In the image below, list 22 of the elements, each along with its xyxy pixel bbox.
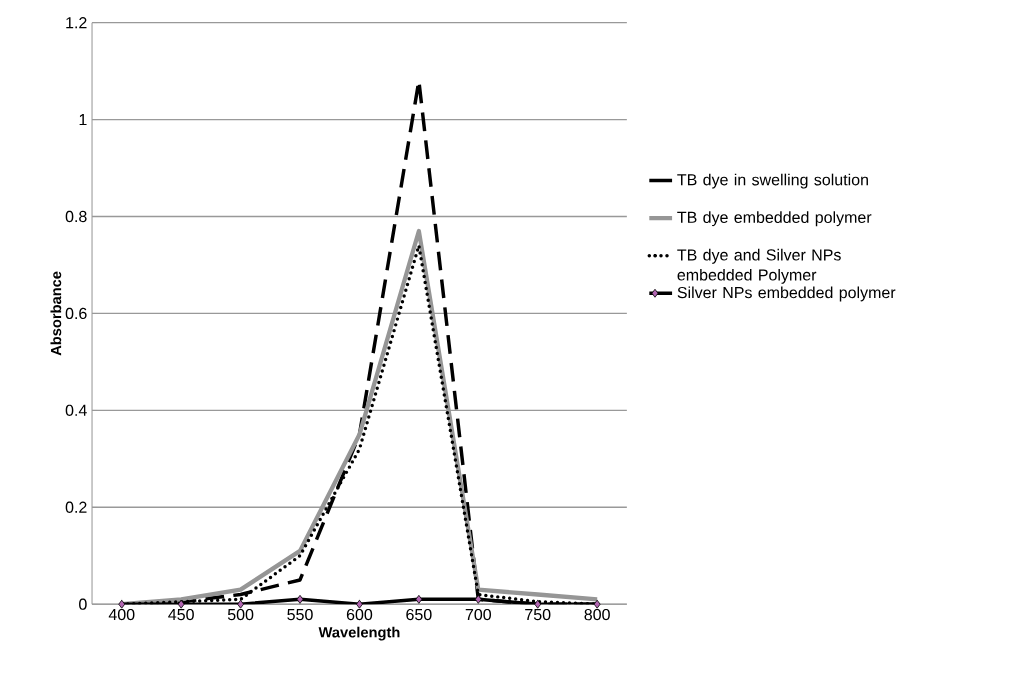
x-axis-title: Wavelength [318, 626, 400, 641]
y-tick-label: 0.8 [65, 211, 87, 223]
x-tick-label: 400 [108, 609, 135, 621]
y-tick-label: 0 [79, 598, 87, 611]
x-tick-label: 700 [465, 609, 492, 621]
legend-label: TB dye in swelling solution [677, 173, 868, 189]
x-tick-label: 550 [287, 609, 313, 621]
x-tick-label: 750 [525, 609, 551, 621]
legend-label: Silver NPs embedded polymer [677, 286, 896, 302]
legend-label: TB dye and Silver NPs embedded Polymer [677, 249, 841, 285]
x-tick-label: 600 [346, 609, 373, 621]
y-tick-label: 0.6 [65, 307, 87, 320]
y-tick-label: 0.4 [65, 404, 87, 417]
y-tick-label: 1 [79, 114, 87, 126]
y-tick-label: 1.2 [66, 17, 87, 29]
y-axis-title: Absorbance [50, 271, 62, 356]
legend-label: TB dye embedded polymer [677, 211, 872, 227]
x-tick-label: 450 [168, 609, 194, 621]
x-tick-label: 500 [227, 609, 254, 621]
x-tick-label: 800 [584, 609, 610, 621]
x-tick-label: 650 [406, 609, 432, 621]
y-tick-label: 0.2 [65, 501, 87, 514]
